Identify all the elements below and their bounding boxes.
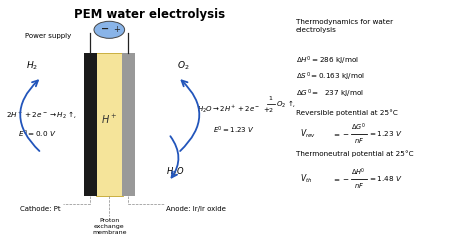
Text: $2H^+ + 2e^- \rightarrow H_2$ ↑,: $2H^+ + 2e^- \rightarrow H_2$ ↑,: [6, 109, 77, 121]
Text: Thermodynamics for water
electrolysis: Thermodynamics for water electrolysis: [296, 19, 393, 33]
Text: Thermoneutral potential at 25°C: Thermoneutral potential at 25°C: [296, 151, 413, 157]
Text: +: +: [113, 25, 120, 33]
Text: $O_2$ ↑,: $O_2$ ↑,: [276, 98, 296, 109]
Text: $H_2$: $H_2$: [26, 59, 38, 72]
Text: $= 1.48\ V$: $= 1.48\ V$: [368, 174, 403, 183]
Bar: [96, 54, 123, 195]
Text: PEM water electrolysis: PEM water electrolysis: [74, 8, 225, 21]
Text: Reversible potential at 25°C: Reversible potential at 25°C: [296, 109, 398, 116]
Text: $= 1.23\ V$: $= 1.23\ V$: [368, 129, 403, 139]
Text: Cathode: Pt: Cathode: Pt: [19, 206, 60, 212]
Text: $= -$: $= -$: [332, 131, 349, 137]
Text: $\Delta G^0 =\ \ 237$ kJ/mol: $\Delta G^0 =\ \ 237$ kJ/mol: [296, 87, 364, 100]
Text: $O_2$: $O_2$: [176, 59, 189, 72]
Text: $1$: $1$: [268, 94, 273, 102]
Text: $\Delta H^0$: $\Delta H^0$: [351, 167, 366, 178]
Text: $V_{rev}$: $V_{rev}$: [300, 128, 316, 140]
Text: $H_2O$: $H_2O$: [166, 166, 185, 178]
Text: $V_{th}$: $V_{th}$: [300, 173, 312, 185]
Ellipse shape: [94, 21, 125, 38]
Text: $\Delta S^0 = 0.163$ kJ/mol: $\Delta S^0 = 0.163$ kJ/mol: [296, 71, 365, 83]
Text: Proton
exchange
membrane: Proton exchange membrane: [92, 218, 127, 235]
Text: $H_2O \rightarrow 2H^+ + 2e^-$: $H_2O \rightarrow 2H^+ + 2e^-$: [197, 103, 260, 115]
Bar: [84, 54, 97, 195]
Text: $\Delta H^0 = 286$ kJ/mol: $\Delta H^0 = 286$ kJ/mol: [296, 54, 359, 67]
Text: $H^+$: $H^+$: [101, 113, 118, 126]
Text: $= -$: $= -$: [332, 176, 349, 182]
Text: $\Delta G^0$: $\Delta G^0$: [351, 122, 366, 133]
Text: $E^0 = 0.0\ V$: $E^0 = 0.0\ V$: [18, 128, 56, 140]
Text: $nF$: $nF$: [354, 181, 364, 190]
Text: $E^0 = 1.23\ V$: $E^0 = 1.23\ V$: [213, 125, 255, 136]
Text: $nF$: $nF$: [354, 136, 364, 145]
Text: −: −: [100, 24, 109, 33]
Bar: [121, 54, 135, 195]
Text: Anode: Ir/Ir oxide: Anode: Ir/Ir oxide: [166, 206, 226, 212]
Text: Power supply: Power supply: [25, 33, 71, 39]
Text: $2$: $2$: [268, 106, 273, 114]
Text: $+$: $+$: [263, 105, 270, 114]
